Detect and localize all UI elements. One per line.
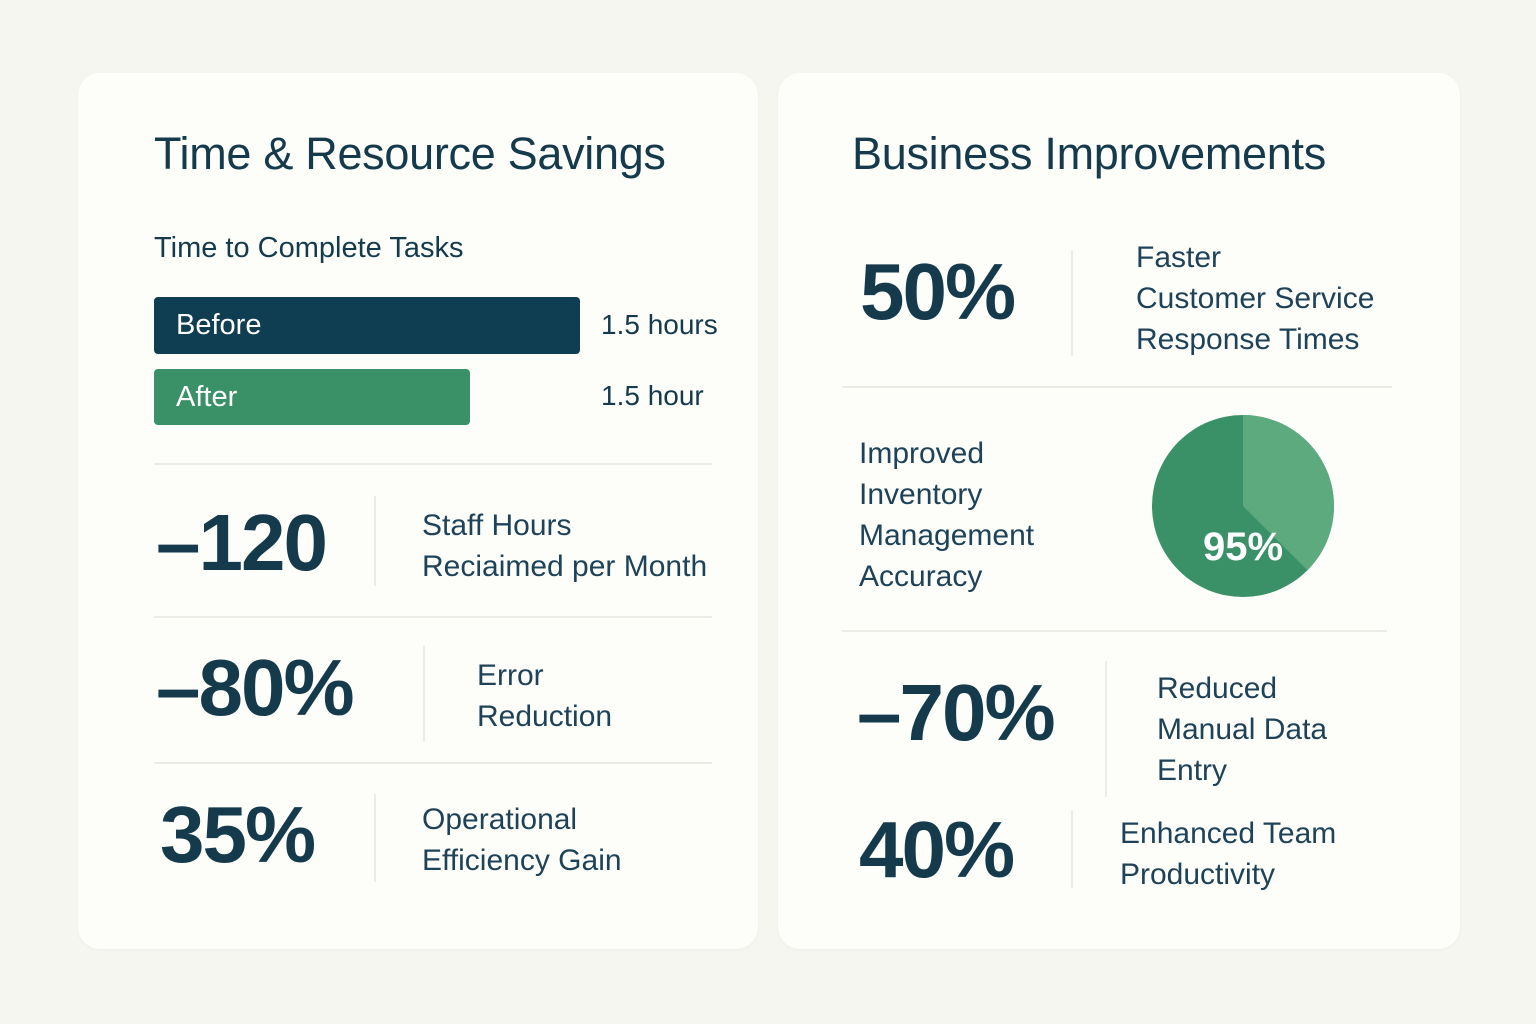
after-bar: After (154, 369, 470, 425)
before-bar-label: Before (176, 309, 262, 341)
pie-chart-percentage: 95% (1203, 525, 1284, 569)
divider (842, 386, 1392, 388)
error-reduction-value: –80% (156, 643, 355, 732)
divider (154, 616, 712, 618)
staff-hours-value: –120 (156, 498, 328, 587)
divider (374, 794, 376, 882)
divider (1071, 250, 1073, 356)
divider (842, 630, 1387, 632)
bar-chart-subtitle: Time to Complete Tasks (154, 232, 464, 264)
after-bar-value: 1.5 hour (601, 380, 704, 411)
team-productivity-label: Enhanced Team Productivity (1120, 817, 1337, 891)
divider (154, 463, 712, 465)
team-productivity-value: 40% (859, 805, 1015, 894)
staff-hours-label: Staff Hours Reciaimed per Month (422, 509, 708, 583)
manual-entry-label: Reduced Manual Data Entry (1157, 672, 1328, 787)
time-resource-savings-card (78, 73, 758, 949)
inventory-accuracy-pie-chart: 95% (1151, 413, 1335, 599)
response-time-value: 50% (860, 247, 1016, 336)
manual-entry-value: –70% (857, 668, 1056, 757)
divider (1105, 661, 1107, 797)
response-time-label: Faster Customer Service Response Times (1136, 241, 1375, 356)
business-improvements-card (778, 73, 1460, 949)
before-bar-value: 1.5 hours (601, 309, 718, 340)
after-bar-label: After (176, 380, 238, 413)
divider (423, 646, 425, 742)
pie-chart-graphic (1152, 415, 1335, 597)
left-panel-title: Time & Resource Savings (154, 128, 666, 179)
right-panel-title: Business Improvements (852, 128, 1326, 179)
inventory-accuracy-label: Improved Inventory Management Accuracy (859, 437, 1035, 593)
divider (1071, 810, 1073, 888)
divider (374, 496, 376, 586)
divider (154, 762, 712, 764)
error-reduction-label: Error Reduction (477, 659, 613, 733)
efficiency-gain-value: 35% (160, 790, 316, 879)
efficiency-gain-label: Operational Efficiency Gain (422, 803, 622, 877)
before-bar: Before (154, 297, 580, 354)
